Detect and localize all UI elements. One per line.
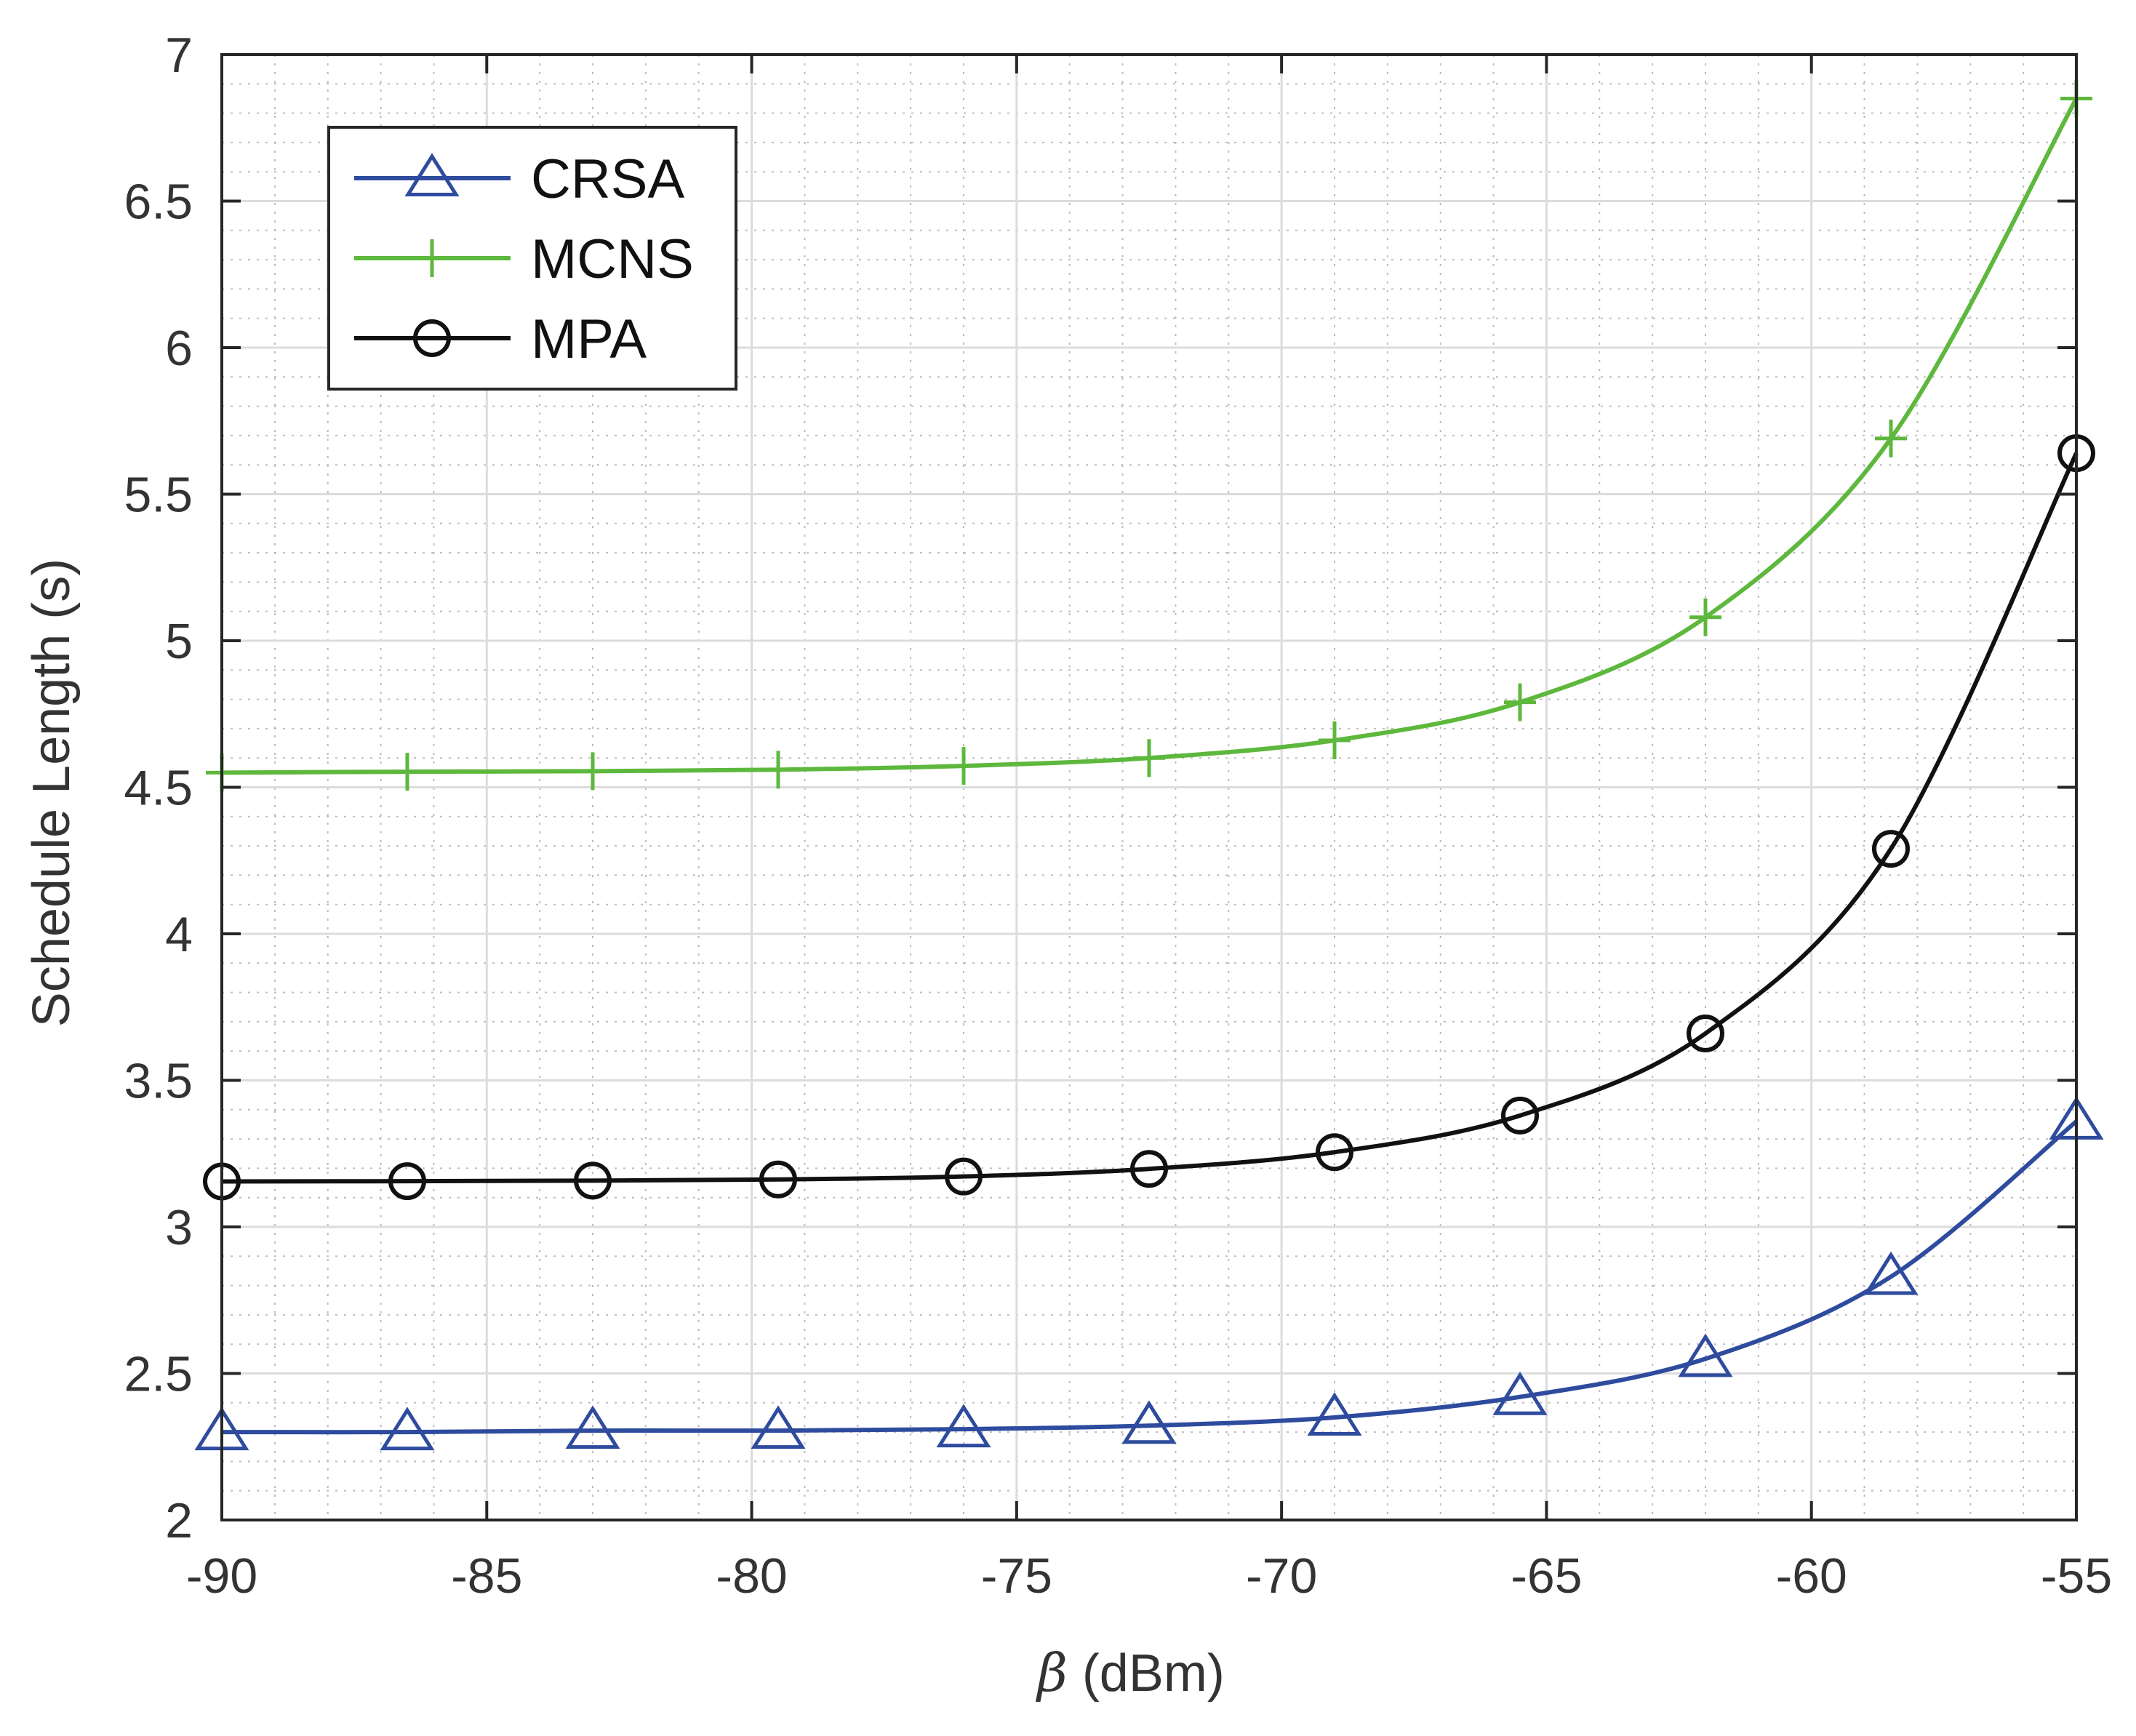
data-point-mcns bbox=[948, 747, 980, 785]
x-axis-label: β (dBm) bbox=[1035, 1642, 1225, 1703]
x-tick-label: -65 bbox=[1511, 1548, 1582, 1604]
data-point-mcns bbox=[1504, 683, 1536, 721]
data-point-crsa bbox=[1863, 1251, 1919, 1295]
series-line-mcns bbox=[221, 97, 2079, 775]
data-point-mpa bbox=[388, 1162, 426, 1201]
data-point-mcns bbox=[1319, 721, 1351, 760]
x-axis-symbol: β bbox=[1035, 1642, 1068, 1703]
y-tick-label: 5 bbox=[165, 614, 193, 669]
x-axis-ticks: -90 -85 -80 -75 -70 -65 -60 -55 bbox=[186, 55, 2112, 1604]
data-point-crsa bbox=[751, 1405, 806, 1449]
series-line-crsa bbox=[221, 1119, 2078, 1435]
data-point-crsa bbox=[1492, 1372, 1548, 1415]
y-tick-label: 4 bbox=[165, 907, 193, 962]
data-point-crsa bbox=[565, 1405, 620, 1449]
legend-marker-mpa bbox=[413, 319, 451, 357]
x-tick-label: -70 bbox=[1246, 1548, 1317, 1604]
series-lines bbox=[221, 97, 2079, 1435]
data-point-mpa bbox=[1130, 1150, 1168, 1188]
y-tick-label: 2.5 bbox=[124, 1347, 193, 1402]
y-tick-label: 6.5 bbox=[124, 175, 193, 230]
data-point-mpa bbox=[1872, 830, 1910, 868]
data-point-mpa bbox=[574, 1161, 612, 1200]
x-axis-unit: (dBm) bbox=[1068, 1644, 1225, 1703]
data-point-crsa bbox=[1678, 1333, 1733, 1377]
data-point-mpa bbox=[759, 1160, 797, 1199]
y-tick-label: 3.5 bbox=[124, 1054, 193, 1109]
legend-label-mpa: MPA bbox=[531, 308, 647, 370]
x-tick-label: -90 bbox=[186, 1548, 257, 1604]
data-point-mpa bbox=[1687, 1015, 1724, 1053]
x-tick-label: -85 bbox=[451, 1548, 522, 1604]
data-point-mpa bbox=[945, 1157, 983, 1196]
data-point-mcns bbox=[577, 752, 609, 791]
data-point-mpa bbox=[1316, 1133, 1353, 1172]
y-tick-label: 7 bbox=[165, 28, 193, 83]
data-point-mcns bbox=[1689, 598, 1721, 636]
data-point-mpa bbox=[1501, 1096, 1539, 1135]
data-point-mcns bbox=[391, 753, 423, 791]
y-tick-label: 3 bbox=[165, 1200, 193, 1255]
data-point-mcns bbox=[762, 751, 794, 789]
data-point-crsa bbox=[380, 1407, 435, 1451]
legend-marker-crsa bbox=[404, 153, 460, 196]
x-tick-label: -80 bbox=[716, 1548, 787, 1604]
y-tick-label: 6 bbox=[165, 321, 193, 376]
y-tick-label: 5.5 bbox=[124, 468, 193, 523]
y-axis-ticks: 2 2.5 3 3.5 4 4.5 5 5.5 6 6.5 7 bbox=[124, 28, 2076, 1548]
legend: CRSA MCNS MPA bbox=[327, 126, 737, 391]
x-tick-label: -60 bbox=[1776, 1548, 1847, 1604]
series-line-mpa bbox=[221, 452, 2079, 1184]
x-tick-label: -55 bbox=[2041, 1548, 2112, 1604]
data-point-crsa bbox=[1307, 1392, 1362, 1436]
data-point-mcns bbox=[1875, 419, 1907, 457]
legend-marker-mcns bbox=[416, 239, 448, 277]
legend-label-mcns: MCNS bbox=[531, 228, 694, 290]
y-tick-label: 2 bbox=[165, 1493, 193, 1548]
x-tick-label: -75 bbox=[981, 1548, 1052, 1604]
y-tick-label: 4.5 bbox=[124, 761, 193, 816]
y-axis-label: Schedule Length (s) bbox=[23, 559, 81, 1027]
data-point-crsa bbox=[1121, 1400, 1177, 1444]
data-point-mcns bbox=[1133, 739, 1165, 777]
data-point-crsa bbox=[936, 1404, 991, 1448]
legend-label-crsa: CRSA bbox=[531, 148, 684, 210]
